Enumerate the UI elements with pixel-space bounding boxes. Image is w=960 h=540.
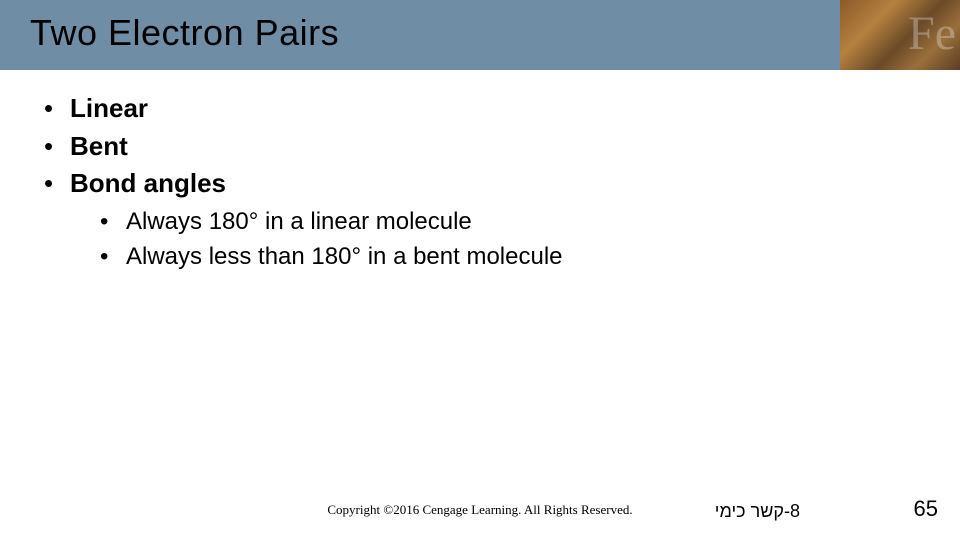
sub-bullet-text: Always 180° in a linear molecule [126, 208, 472, 235]
sub-bullet: Always 180° in a linear molecule [98, 205, 920, 240]
bullet-text: Bond angles [70, 168, 226, 198]
main-bullet-list: Linear Bent Bond angles Always 180° in a… [42, 90, 920, 275]
sub-bullet-list: Always 180° in a linear molecule Always … [98, 205, 920, 275]
bullet-text: Bent [70, 131, 128, 161]
copyright-text: Copyright ©2016 Cengage Learning. All Ri… [0, 502, 960, 518]
bullet-bond-angles: Bond angles Always 180° in a linear mole… [42, 165, 920, 274]
slide-title: Two Electron Pairs [30, 12, 339, 54]
corner-texture: Fe [840, 0, 960, 70]
sub-bullet: Always less than 180° in a bent molecule [98, 240, 920, 275]
bullet-linear: Linear [42, 90, 920, 128]
bullet-text: Linear [70, 93, 148, 123]
bullet-bent: Bent [42, 128, 920, 166]
chapter-label: 8-קשר כימי [715, 501, 800, 522]
page-number: 65 [914, 496, 938, 522]
element-symbol: Fe [908, 6, 956, 61]
slide-body: Linear Bent Bond angles Always 180° in a… [42, 90, 920, 275]
slide: Two Electron Pairs Fe Linear Bent Bond a… [0, 0, 960, 540]
sub-bullet-text: Always less than 180° in a bent molecule [126, 243, 563, 270]
